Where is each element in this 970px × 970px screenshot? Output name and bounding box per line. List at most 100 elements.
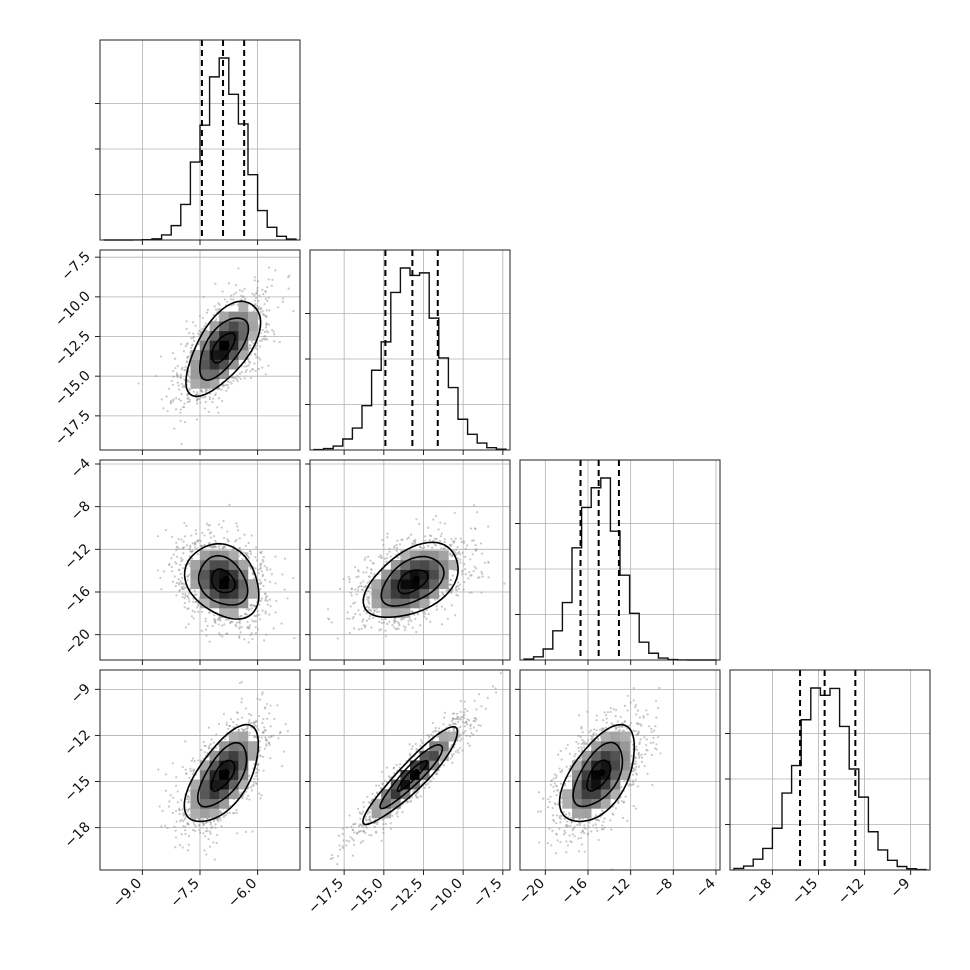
- sample-point: [345, 844, 348, 847]
- sample-point: [470, 732, 473, 735]
- sample-point: [479, 542, 483, 545]
- sample-point: [398, 543, 402, 546]
- sample-point: [367, 590, 371, 593]
- density-cell: [209, 550, 220, 561]
- sample-point: [419, 795, 423, 798]
- x-tick-label: −12: [835, 876, 867, 908]
- sample-point: [179, 411, 182, 414]
- sample-point: [263, 331, 266, 334]
- sample-point: [185, 808, 188, 811]
- sample-point: [411, 626, 414, 629]
- sample-point: [275, 599, 278, 603]
- sample-point: [214, 823, 217, 826]
- sample-point: [457, 716, 460, 719]
- sample-point: [366, 795, 369, 798]
- sample-point: [181, 405, 185, 409]
- density-cell: [238, 779, 249, 790]
- sample-point: [614, 709, 618, 712]
- sample-point: [636, 709, 640, 712]
- sample-point: [449, 591, 453, 594]
- sample-point: [259, 754, 262, 758]
- sample-point: [266, 603, 269, 606]
- sample-point: [183, 521, 186, 525]
- panel-frame: [309, 459, 511, 661]
- sample-point: [179, 408, 183, 411]
- density-cell: [219, 350, 230, 360]
- sample-point: [236, 525, 239, 528]
- sample-point: [254, 347, 257, 350]
- density-peak: [412, 769, 420, 777]
- sample-point: [567, 780, 570, 783]
- sample-point: [382, 543, 385, 546]
- sample-point: [586, 710, 589, 713]
- sample-point: [238, 793, 241, 797]
- sample-point: [368, 606, 371, 609]
- density-cell: [419, 560, 430, 570]
- sample-point: [225, 618, 228, 621]
- sample-point: [264, 736, 267, 739]
- sample-point: [352, 843, 356, 846]
- sample-point: [208, 388, 211, 391]
- sample-point: [580, 746, 583, 749]
- sample-point: [263, 726, 266, 729]
- sample-point: [380, 839, 383, 842]
- sample-point: [264, 290, 267, 293]
- sample-point: [655, 716, 658, 719]
- sample-point: [440, 547, 443, 550]
- sample-point: [177, 398, 181, 401]
- sample-point: [577, 746, 580, 750]
- sample-point: [208, 611, 211, 614]
- sample-point: [568, 811, 571, 815]
- sample-point: [258, 792, 261, 795]
- density-panel-3-0: −9.0 −7.5 −6.0−18−15−12−9: [62, 669, 301, 911]
- sample-point: [249, 552, 253, 556]
- sample-point: [380, 770, 384, 773]
- sample-point: [463, 563, 466, 566]
- density-cell: [209, 369, 220, 380]
- sample-point: [176, 381, 179, 384]
- sample-point: [196, 602, 200, 605]
- density-cell: [419, 569, 430, 580]
- sample-point: [244, 707, 248, 710]
- sample-point: [167, 805, 170, 808]
- sample-point: [577, 734, 580, 737]
- sample-point: [256, 697, 259, 700]
- sample-point: [265, 566, 268, 570]
- sample-point: [189, 546, 192, 549]
- sample-point: [201, 818, 204, 821]
- sample-point: [187, 798, 190, 801]
- sample-point: [237, 529, 240, 532]
- contour-level: [210, 759, 236, 792]
- density-cell: [400, 550, 411, 561]
- sample-point: [364, 556, 367, 559]
- sample-point: [250, 340, 253, 343]
- sample-point: [620, 799, 623, 803]
- sample-point: [240, 727, 243, 731]
- sample-point: [574, 752, 577, 756]
- sample-point: [579, 736, 582, 739]
- density-cell: [200, 779, 210, 790]
- sample-point: [181, 576, 184, 579]
- sample-point: [442, 547, 445, 550]
- sample-point: [330, 621, 333, 624]
- sample-point: [261, 288, 264, 291]
- sample-point: [657, 736, 660, 739]
- sample-point: [183, 368, 186, 372]
- density-cell: [190, 808, 201, 819]
- sample-point: [359, 812, 362, 815]
- density-cell: [209, 560, 220, 570]
- sample-point: [403, 628, 406, 631]
- sample-point: [183, 402, 186, 405]
- sample-point: [475, 729, 478, 732]
- sample-point: [181, 592, 184, 596]
- sample-point: [404, 626, 407, 629]
- sample-point: [244, 544, 247, 548]
- density-cell: [200, 550, 210, 561]
- sample-point: [565, 840, 568, 843]
- sample-point: [170, 379, 173, 382]
- sample-point: [349, 835, 352, 839]
- sample-point: [219, 816, 222, 820]
- sample-point: [270, 735, 273, 738]
- panel-frame: [309, 669, 511, 871]
- sample-point: [654, 699, 658, 702]
